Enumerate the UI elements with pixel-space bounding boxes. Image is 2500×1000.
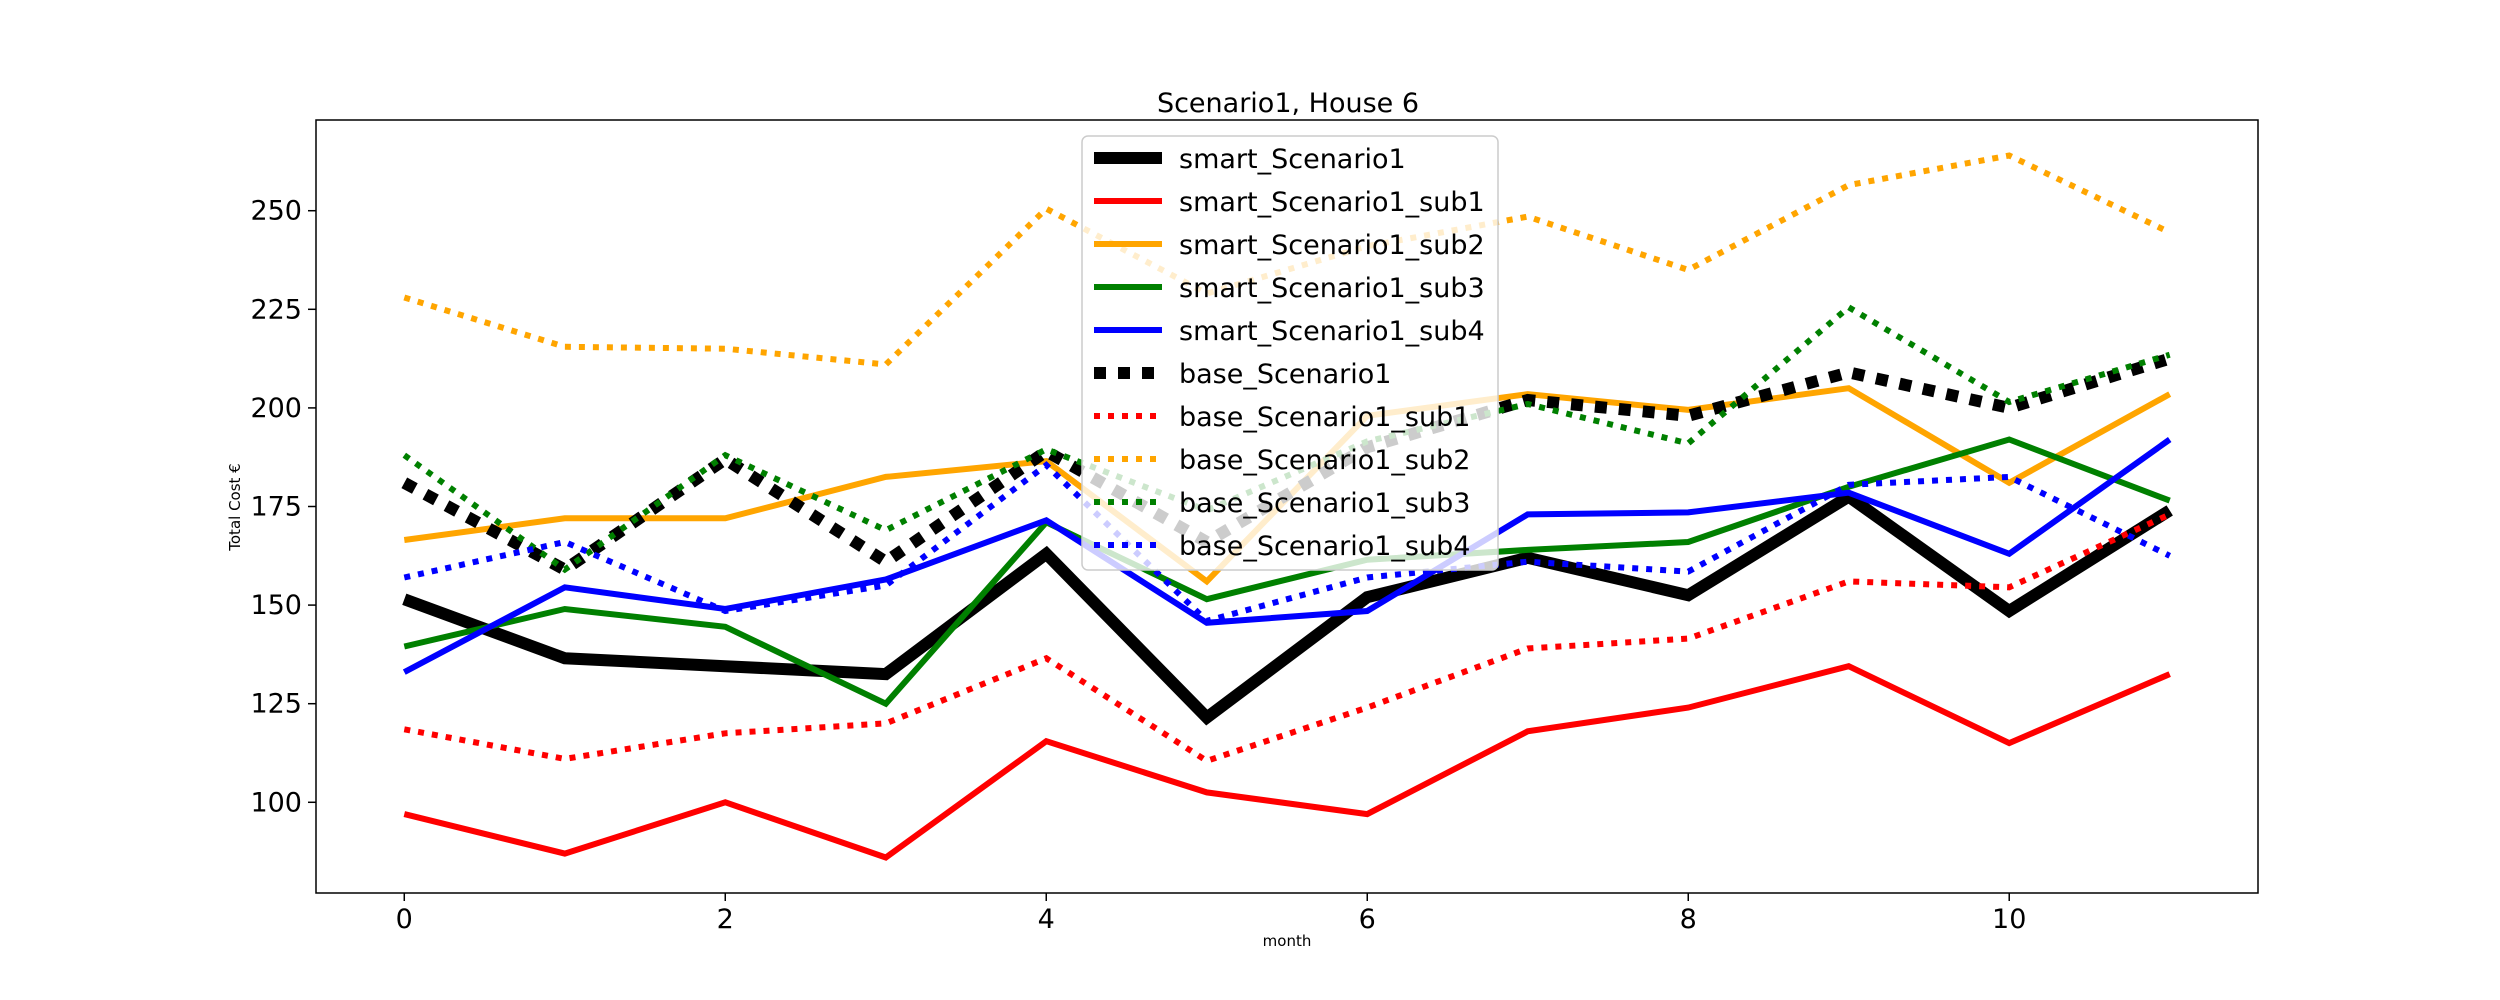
legend-label-base-scenario1-sub1: base_Scenario1_sub1 [1179, 402, 1470, 433]
legend-label-smart-scenario1-sub2: smart_Scenario1_sub2 [1179, 230, 1485, 261]
x-axis-label: month [1263, 932, 1312, 950]
series-line-smart-scenario1-sub4 [402, 437, 2172, 675]
x-tick-label: 2 [717, 904, 734, 935]
x-tick-label: 6 [1359, 904, 1376, 935]
x-tick-label: 4 [1038, 904, 1055, 935]
y-tick-label: 175 [250, 492, 302, 523]
y-tick-label: 200 [250, 393, 302, 424]
x-axis: 0 2 4 6 8 10 [396, 893, 2026, 935]
legend-label-base-scenario1-sub2: base_Scenario1_sub2 [1179, 445, 1470, 476]
x-tick-label: 8 [1680, 904, 1697, 935]
legend-box [1081, 135, 1499, 571]
chart-title: Scenario1, House 6 [1157, 88, 1419, 119]
y-axis-label: Total Cost € [226, 463, 244, 551]
y-tick-label: 225 [250, 294, 302, 325]
legend-label-smart-scenario1-sub3: smart_Scenario1_sub3 [1179, 273, 1485, 304]
series-line-base-scenario1-sub1 [403, 511, 2171, 765]
y-axis: 100 125 150 175 200 225 250 [250, 196, 316, 818]
legend-label-smart-scenario1-sub1: smart_Scenario1_sub1 [1179, 187, 1485, 218]
x-tick-label: 0 [396, 904, 413, 935]
y-tick-label: 125 [250, 689, 302, 720]
y-tick-label: 250 [250, 196, 302, 227]
legend-label-base-scenario1-sub3: base_Scenario1_sub3 [1179, 488, 1470, 519]
legend: smart_Scenario1 smart_Scenario1_sub1smart… [1081, 135, 1499, 571]
legend-label-smart-scenario1: smart_Scenario1 [1179, 144, 1406, 175]
legend-label-smart-scenario1-sub4: smart_Scenario1_sub4 [1179, 316, 1485, 347]
y-tick-label: 100 [250, 787, 302, 818]
x-tick-label: 10 [1992, 904, 2026, 935]
y-tick-label: 150 [250, 590, 302, 621]
series-line-smart-scenario1-sub1 [403, 663, 2171, 861]
legend-label-base-scenario1-sub4: base_Scenario1_sub4 [1179, 531, 1470, 562]
series-line-base-scenario1-sub4 [403, 461, 2172, 625]
legend-label-base-scenario1: base_Scenario1 [1179, 359, 1391, 390]
series-line-smart-scenario1 [402, 489, 2173, 726]
series-line-smart-scenario1-sub3 [403, 436, 2171, 708]
